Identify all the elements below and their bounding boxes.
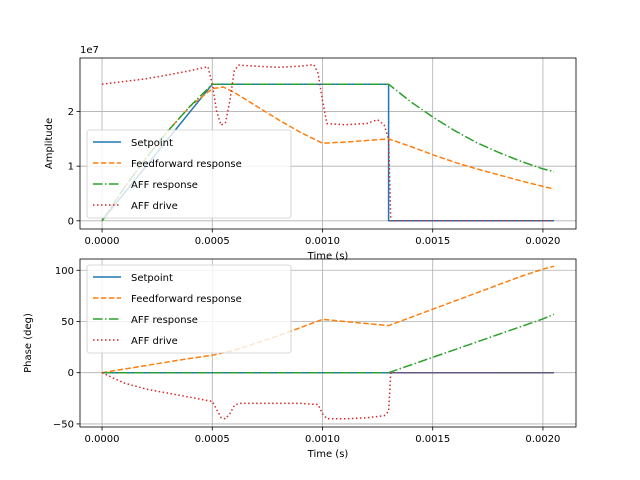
y-tick-label: 2 [68, 107, 74, 118]
x-tick-label: 0.0000 [85, 236, 120, 247]
y-tick-label: 1 [68, 162, 74, 173]
legend: Setpoint Feedforward response AFF response… [86, 264, 292, 354]
y-axis-label: Amplitude [44, 118, 55, 169]
legend-box [86, 129, 292, 219]
legend-label: Setpoint [131, 273, 173, 284]
x-tick-label: 0.0015 [415, 434, 450, 445]
legend-box [86, 264, 292, 354]
plot-frame [79, 57, 577, 230]
legend-label: AFF response [131, 180, 198, 191]
series-line-aff-drive [101, 371, 554, 420]
chart-panel-1: 0.0000 0.0005 0.0010 0.0015 0.0020 0 1 2 Time (s… [44, 45, 577, 262]
legend-label: AFF drive [131, 336, 178, 347]
legend-label: Feedforward response [131, 294, 242, 305]
x-tick-label: 0.0010 [305, 434, 340, 445]
x-axis-label: Time (s) [307, 251, 349, 262]
x-tick-label: 0.0015 [415, 236, 450, 247]
legend-label: AFF response [131, 315, 198, 326]
x-tick-label: 0.0005 [195, 434, 230, 445]
legend-label: Feedforward response [131, 159, 242, 170]
y-tick-label: −50 [53, 419, 74, 430]
x-axis-label: Time (s) [307, 449, 349, 460]
x-tick-label: 0.0020 [525, 434, 560, 445]
x-tick-label: 0.0005 [195, 236, 230, 247]
y-tick-label: 50 [61, 317, 74, 328]
series-line-feedforward-response [101, 265, 555, 374]
legend-label: Setpoint [131, 138, 173, 149]
legend-label: AFF drive [131, 201, 178, 212]
y-tick-label: 100 [55, 266, 74, 277]
x-tick-label: 0.0000 [85, 434, 120, 445]
plot-frame [79, 258, 577, 428]
chart-panel-2: 0.0000 0.0005 0.0010 0.0015 0.0020 −50 0 50 100 T… [23, 258, 577, 460]
legend: Setpoint Feedforward response AFF response… [86, 129, 292, 219]
x-tick-label: 0.0020 [525, 236, 560, 247]
x-tick-label: 0.0010 [305, 236, 340, 247]
y-tick-label: 0 [68, 368, 74, 379]
y-axis-label: Phase (deg) [23, 313, 34, 373]
y-offset-label: 1e7 [80, 45, 99, 56]
series-line-aff-response [102, 313, 555, 374]
y-tick-label: 0 [68, 216, 74, 227]
